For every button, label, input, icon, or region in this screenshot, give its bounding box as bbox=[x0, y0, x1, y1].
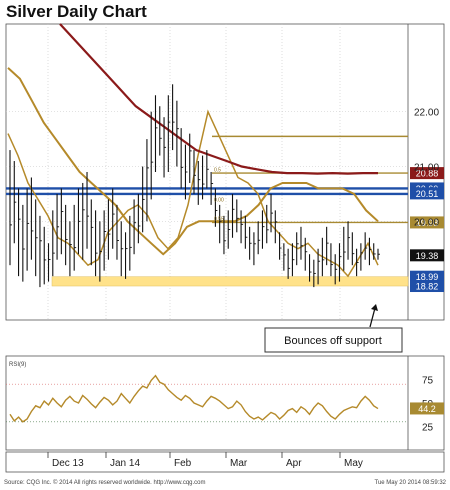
fib-labels: 0.5 0.00 0.55 bbox=[214, 168, 224, 223]
price-tick-label: 20.00 bbox=[414, 217, 439, 228]
footer-left: Source: CQG Inc. © 2014 All rights reser… bbox=[4, 479, 206, 486]
price-badge-bg bbox=[410, 270, 444, 283]
rsi-label: RSI(9) bbox=[9, 362, 26, 368]
price-panel bbox=[5, 23, 445, 321]
price-badge-bg bbox=[410, 187, 444, 200]
price-badge-label: 20.51 bbox=[416, 189, 439, 199]
price-badge-bg bbox=[410, 280, 444, 293]
long-ma-line bbox=[59, 23, 378, 175]
time-tick-label: Dec 13 bbox=[52, 458, 84, 469]
rsi-badge-label: 44.2 bbox=[418, 404, 436, 414]
fib-label: 0.5 bbox=[214, 168, 221, 174]
price-bars bbox=[9, 84, 380, 288]
price-badge-label: 18.99 bbox=[416, 272, 439, 282]
annotation-arrowhead bbox=[371, 304, 378, 311]
time-tick-label: May bbox=[344, 458, 363, 469]
price-frame bbox=[5, 23, 445, 321]
support-band bbox=[51, 276, 409, 287]
footer-right: Tue May 20 2014 08:59:32 bbox=[375, 480, 447, 486]
fib-label: 0.00 bbox=[214, 198, 224, 204]
support-zone bbox=[51, 276, 409, 287]
rsi-tick-label: 25 bbox=[422, 423, 434, 434]
price-badge-bg bbox=[410, 216, 444, 229]
price-badge-label: 20.88 bbox=[416, 169, 439, 179]
time-axis-frame bbox=[5, 451, 445, 473]
time-axis: Dec 13 Jan 14 Feb Mar Apr May bbox=[5, 451, 445, 473]
slow-ma-line bbox=[7, 67, 379, 256]
time-tick-label: Mar bbox=[230, 458, 248, 469]
rsi-badge-bg bbox=[410, 402, 444, 415]
price-badge-label: 19.38 bbox=[416, 251, 439, 261]
time-tick-label: Feb bbox=[174, 458, 192, 469]
price-badge-label: 19.98 bbox=[416, 218, 439, 228]
time-tick-label: Jan 14 bbox=[110, 458, 140, 469]
chart-title: Silver Daily Chart bbox=[6, 2, 147, 21]
price-axis-ticks: 20.00 21.00 22.00 bbox=[414, 108, 439, 229]
time-tick-label: Apr bbox=[286, 458, 302, 469]
rsi-panel: RSI(9)25507544.2 bbox=[5, 355, 445, 451]
price-badge-bg bbox=[410, 249, 444, 262]
rsi-frame bbox=[5, 355, 445, 451]
rsi-line bbox=[9, 374, 379, 423]
annotation-text: Bounces off support bbox=[284, 335, 382, 347]
price-badge-label: 18.82 bbox=[416, 282, 439, 292]
price-tick-label: 22.00 bbox=[414, 108, 439, 119]
fib-label: 0.55 bbox=[214, 216, 224, 222]
annotation-callout: Bounces off support bbox=[264, 304, 403, 353]
price-tick-label: 21.00 bbox=[414, 163, 439, 174]
annotation-box bbox=[264, 327, 403, 353]
price-badge-bg bbox=[410, 167, 444, 180]
annotation-arrow bbox=[369, 307, 376, 328]
rsi-tick-label: 75 bbox=[422, 376, 434, 387]
